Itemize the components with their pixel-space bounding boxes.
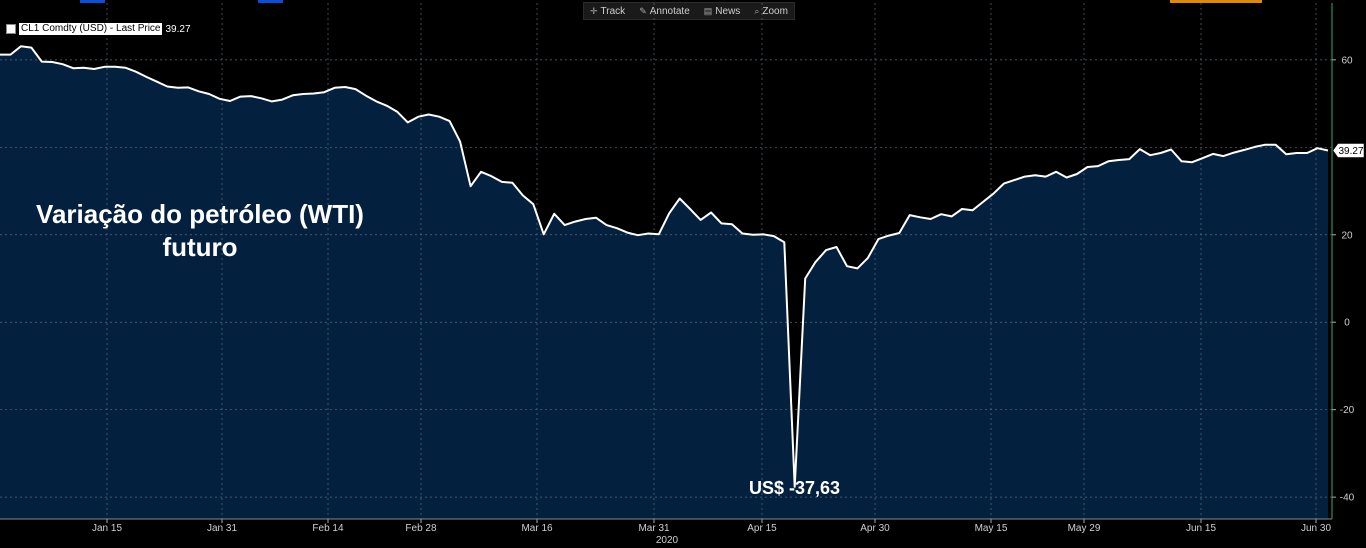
x-tick-label: May 29 [1068, 523, 1101, 534]
y-tick-label: 60 [1341, 55, 1353, 66]
overlay-caption-line2: futuro [162, 232, 238, 262]
pencil-icon: ✎ [639, 5, 647, 16]
window-accent-strip-left [80, 0, 105, 3]
track-label: Track [600, 5, 626, 17]
last-price-tag-label: 39.27 [1338, 146, 1363, 157]
window-accent-strip-right [1170, 0, 1262, 3]
overlay-caption: Variação do petróleo (WTI) futuro [14, 198, 386, 264]
news-label: News [715, 5, 741, 17]
y-tick-label: -40 [1340, 493, 1355, 504]
legend-last-value: 39.27 [165, 23, 191, 35]
x-tick-label: Feb 14 [312, 523, 344, 534]
x-tick-label: Mar 31 [638, 523, 670, 534]
crosshair-icon: ✛ [590, 5, 598, 16]
series-toggle-checkbox[interactable] [6, 24, 16, 34]
x-tick-label: Jun 15 [1186, 523, 1216, 534]
x-tick-label: Apr 30 [860, 523, 890, 534]
y-tick-label: 20 [1341, 230, 1353, 241]
y-tick-label: 0 [1344, 318, 1350, 329]
annotate-button[interactable]: ✎ Annotate [633, 3, 696, 19]
minimum-price-annotation: US$ -37,63 [749, 478, 841, 498]
chart-legend: CL1 Comdty (USD) - Last Price 39.27 [6, 23, 191, 35]
legend-series-name: CL1 Comdty (USD) - Last Price [19, 23, 163, 35]
y-tick-label: -20 [1340, 405, 1355, 416]
x-tick-label: Feb 28 [405, 523, 437, 534]
x-tick-label: Mar 16 [521, 523, 553, 534]
price-area-fill [0, 46, 1328, 520]
news-button[interactable]: ▤ News [698, 3, 747, 19]
track-button[interactable]: ✛ Track [584, 3, 631, 19]
window-accent-strip-mid [258, 0, 283, 3]
overlay-caption-line1: Variação do petróleo (WTI) [36, 199, 364, 229]
chart-toolbar: ✛ Track ✎ Annotate ▤ News ⌕ Zoom [583, 2, 795, 20]
price-series-line [0, 45, 1329, 488]
x-tick-label: May 15 [975, 523, 1008, 534]
zoom-label: Zoom [762, 5, 788, 17]
zoom-button[interactable]: ⌕ Zoom [748, 3, 794, 19]
x-tick-label: Apr 15 [747, 523, 777, 534]
last-price-tag [1332, 143, 1365, 158]
x-axis-year-label: 2020 [656, 535, 679, 546]
magnifier-icon: ⌕ [754, 5, 760, 16]
annotate-label: Annotate [649, 5, 690, 17]
x-tick-label: Jan 31 [207, 523, 237, 534]
news-icon: ▤ [703, 5, 713, 16]
x-tick-label: Jun 30 [1301, 523, 1331, 534]
x-tick-label: Jan 15 [92, 523, 122, 534]
